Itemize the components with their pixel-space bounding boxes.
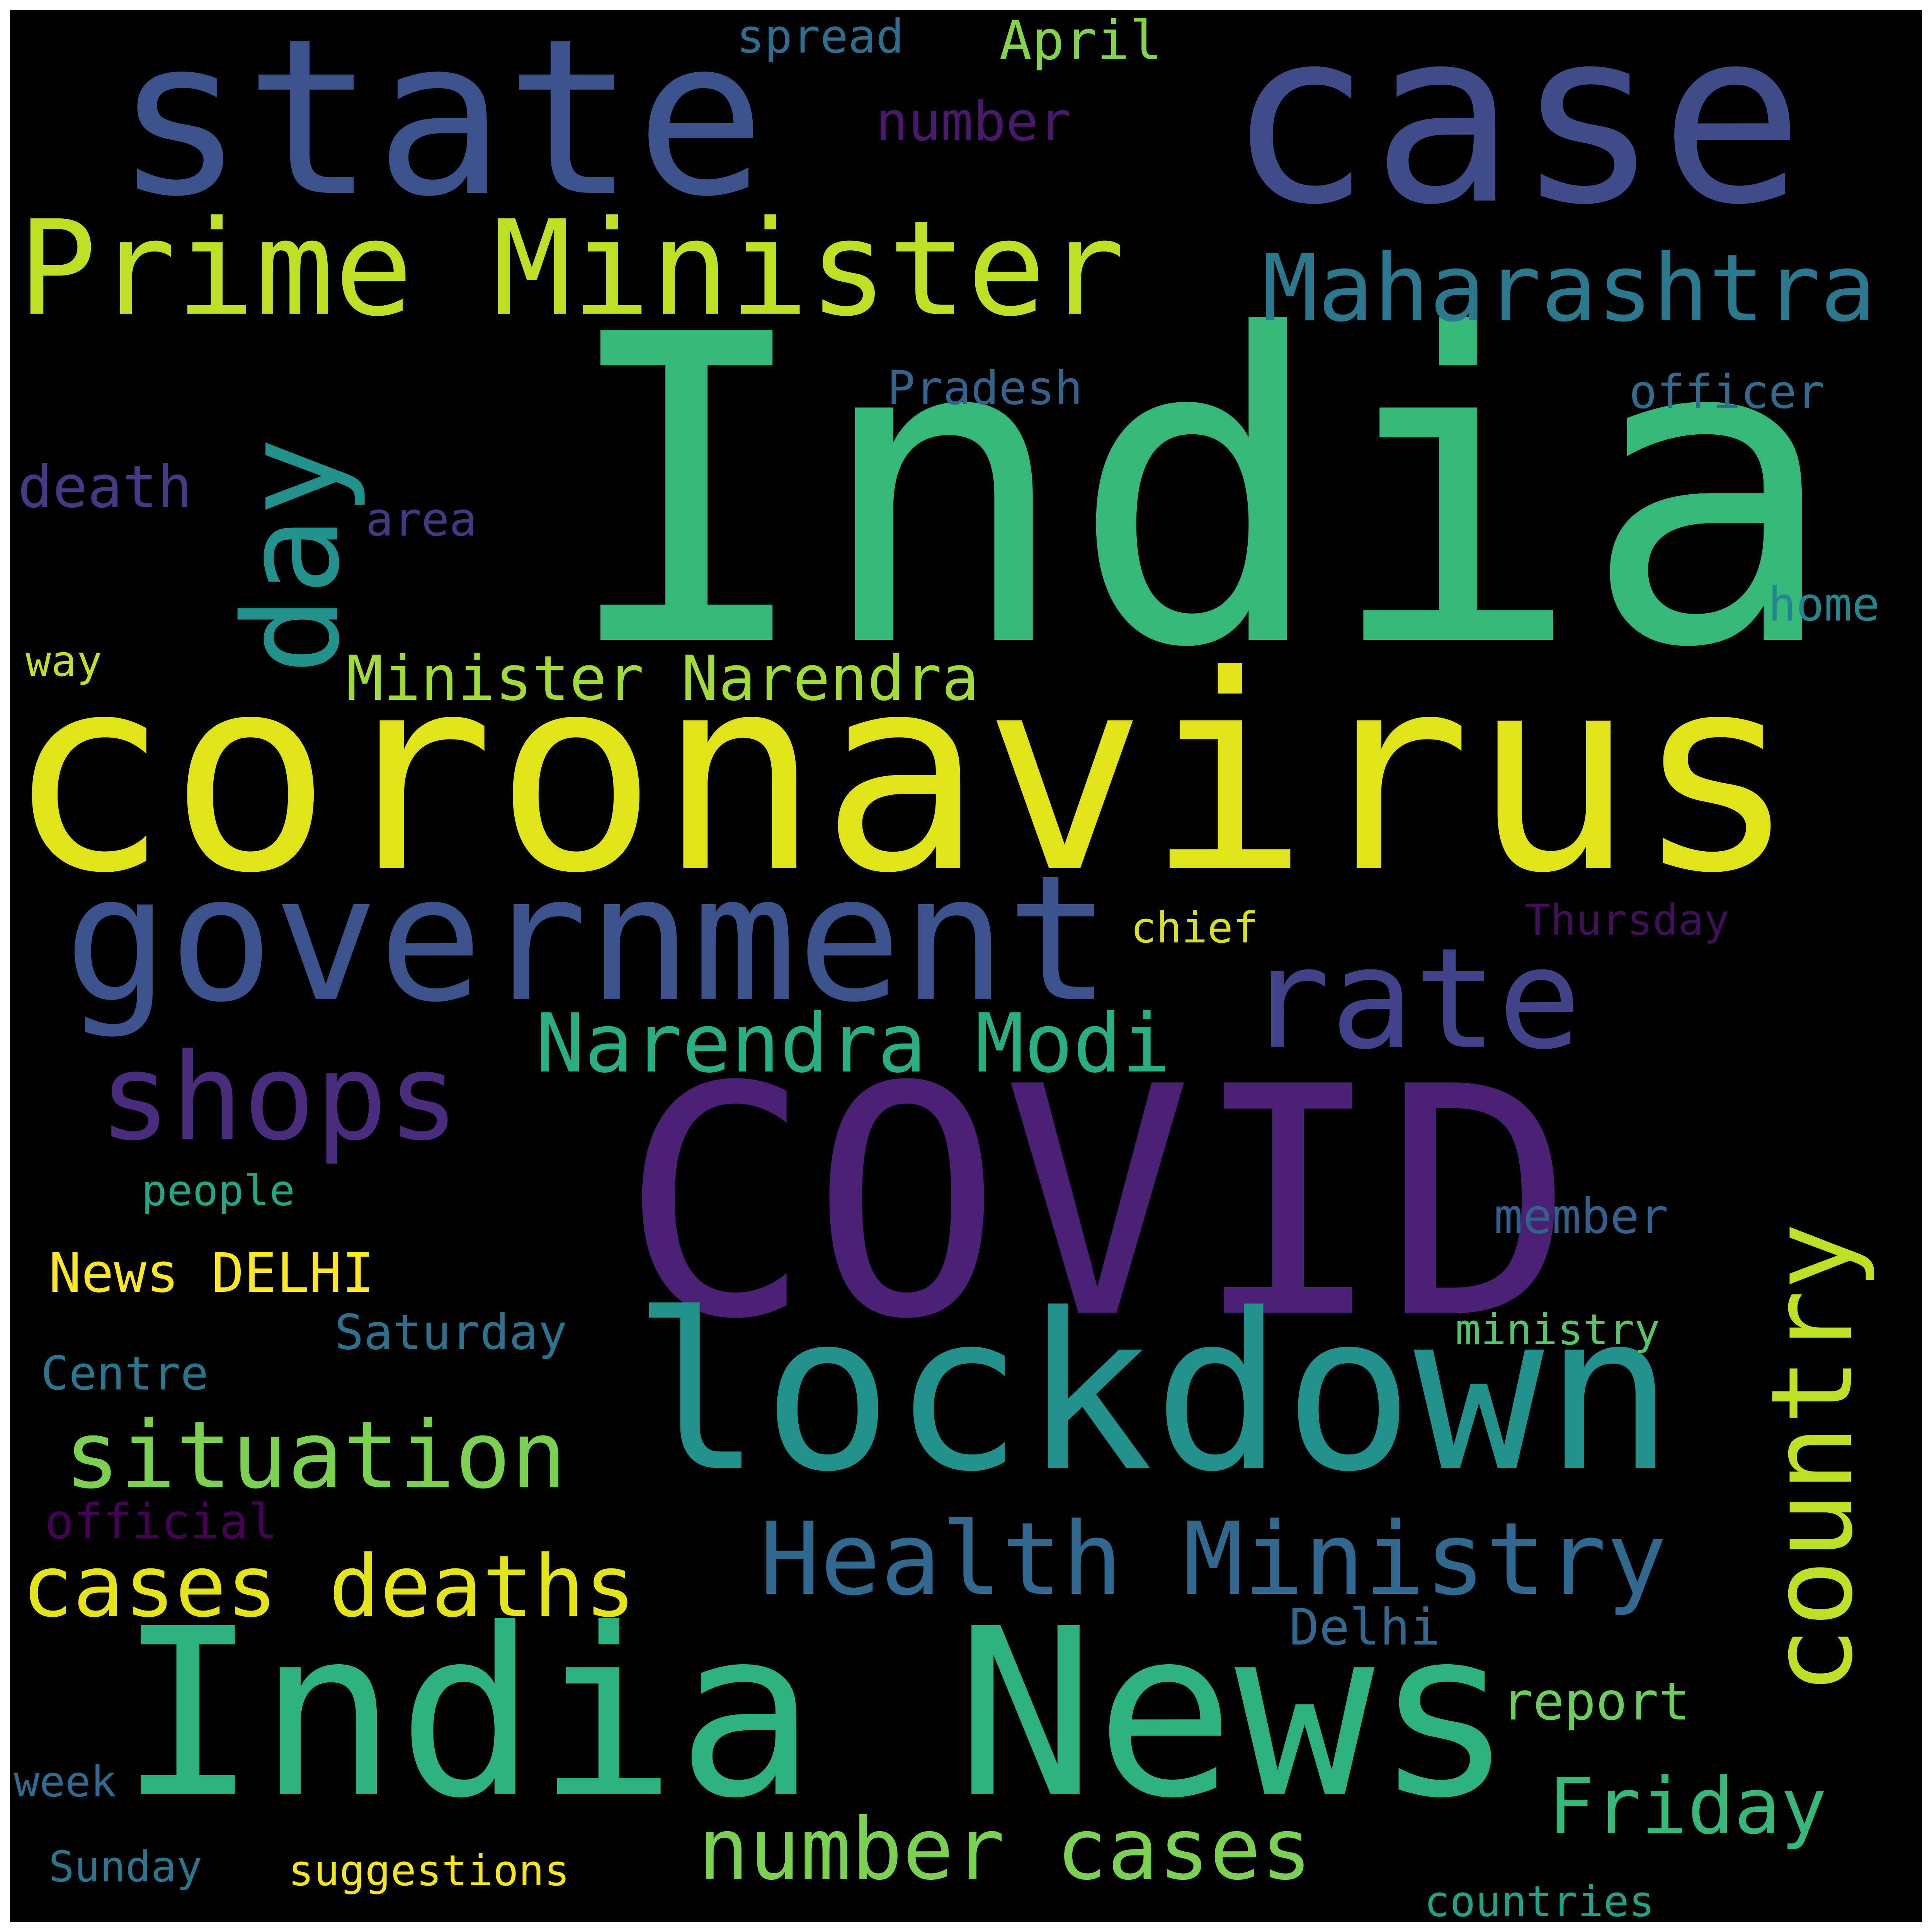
word-country: country: [1747, 1222, 1878, 1695]
word-friday: Friday: [1548, 1762, 1827, 1852]
word-people: people: [141, 1166, 295, 1215]
word-government: government: [64, 838, 1111, 1041]
word-chief: chief: [1131, 903, 1259, 952]
word-shops: shops: [99, 1028, 460, 1167]
word-week: week: [14, 1757, 116, 1806]
word-thursday: Thursday: [1525, 895, 1730, 945]
word-number: number: [876, 90, 1071, 153]
word-prime-minister: Prime Minister: [18, 192, 1125, 345]
word-day: day: [216, 437, 369, 675]
word-official: official: [45, 1494, 278, 1550]
word-sunday: Sunday: [49, 1842, 202, 1891]
word-death: death: [18, 454, 192, 521]
word-delhi: Delhi: [1289, 1598, 1440, 1656]
word-april: April: [999, 10, 1162, 72]
word-number-cases: number cases: [698, 1800, 1312, 1899]
word-india-news: India News: [118, 1579, 1514, 1849]
word-report: report: [1502, 1671, 1690, 1732]
word-home: home: [1768, 578, 1880, 632]
word-lockdown: lockdown: [632, 1267, 1675, 1519]
word-case: case: [1227, 10, 1804, 257]
word-centre: Centre: [41, 1347, 209, 1401]
word-covid: COVID: [621, 1020, 1575, 1388]
word-pradesh: Pradesh: [887, 362, 1083, 415]
word-spread: spread: [736, 10, 904, 64]
word-situation: situation: [64, 1401, 567, 1509]
word-cases-deaths: cases deaths: [22, 1537, 636, 1636]
word-area: area: [366, 493, 477, 547]
word-coronavirus: coronavirus: [10, 617, 1798, 932]
word-health-ministry: Health Ministry: [760, 1501, 1667, 1618]
word-suggestions: suggestions: [288, 1846, 570, 1895]
word-ministry: ministry: [1455, 1305, 1660, 1354]
word-saturday: Saturday: [335, 1304, 568, 1361]
word-india: India: [559, 246, 1838, 740]
word-cloud-canvas: India coronavirus COVID case state India…: [10, 10, 1922, 1922]
word-member: member: [1494, 1189, 1668, 1245]
word-rate: rate: [1247, 918, 1582, 1080]
word-officer: officer: [1629, 366, 1825, 419]
word-minister-narendra: Minister Narendra: [346, 642, 979, 714]
word-way: way: [26, 636, 102, 686]
word-maharashtra: Maharashtra: [1262, 234, 1876, 342]
word-news-delhi: News DELHI: [49, 1242, 374, 1305]
word-countries: countries: [1424, 1877, 1655, 1922]
word-narendra-modi: Narendra Modi: [536, 996, 1171, 1091]
word-state: state: [114, 10, 766, 244]
